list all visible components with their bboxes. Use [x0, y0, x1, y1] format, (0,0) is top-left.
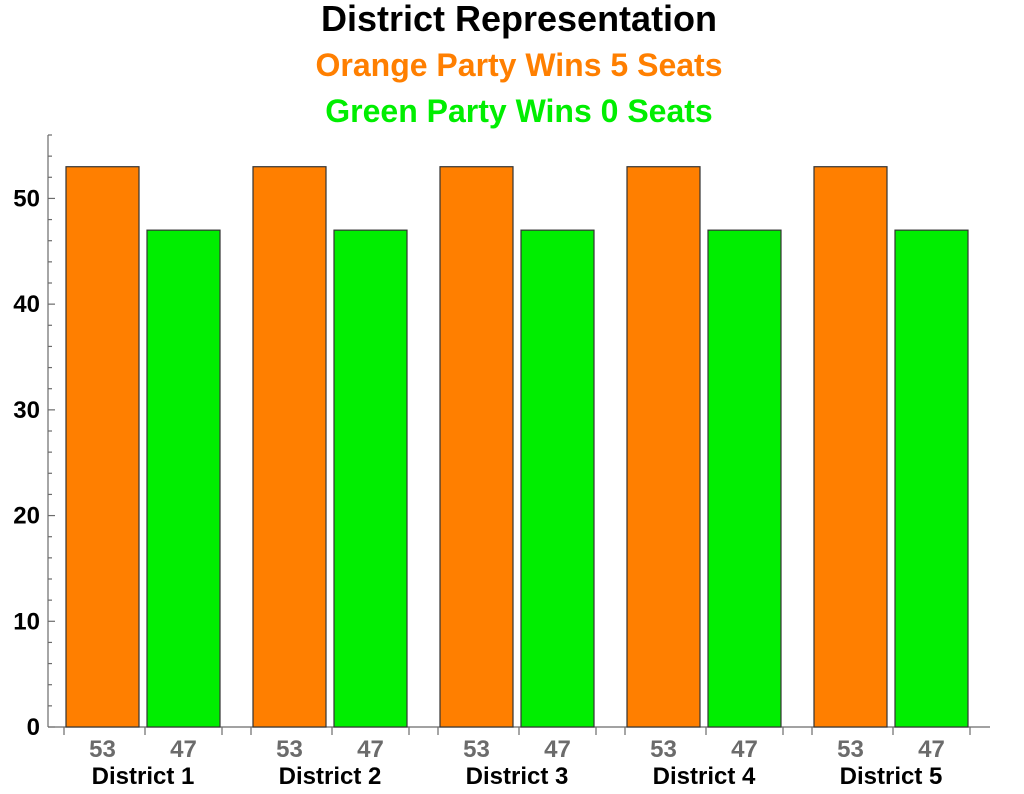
value-label: 53 — [837, 736, 864, 763]
bar — [894, 229, 969, 728]
bar — [520, 229, 595, 728]
y-tick-label: 20 — [13, 503, 40, 530]
y-tick-label: 0 — [27, 714, 40, 741]
category-label: District 5 — [840, 763, 943, 790]
bar — [65, 166, 140, 728]
value-label: 47 — [544, 736, 571, 763]
category-label: District 3 — [466, 763, 569, 790]
chart-title: District Representation — [321, 0, 717, 39]
y-tick-label: 10 — [13, 608, 40, 635]
value-label: 53 — [276, 736, 303, 763]
value-label: 53 — [89, 736, 116, 763]
value-label: 47 — [731, 736, 758, 763]
category-label: District 2 — [279, 763, 382, 790]
value-label: 53 — [463, 736, 490, 763]
bar — [707, 229, 782, 728]
category-label: District 4 — [653, 763, 756, 790]
bar — [333, 229, 408, 728]
y-tick-label: 50 — [13, 185, 40, 212]
y-tick-label: 40 — [13, 291, 40, 318]
value-label: 47 — [357, 736, 384, 763]
bar — [146, 229, 221, 728]
value-label: 47 — [918, 736, 945, 763]
bar — [439, 166, 514, 728]
bar — [252, 166, 327, 728]
bar — [626, 166, 701, 728]
chart-subtitle-orange: Orange Party Wins 5 Seats — [316, 47, 723, 83]
value-label: 47 — [170, 736, 197, 763]
y-tick-label: 30 — [13, 397, 40, 424]
category-label: District 1 — [92, 763, 195, 790]
chart-subtitle-green: Green Party Wins 0 Seats — [325, 93, 712, 129]
value-label: 53 — [650, 736, 677, 763]
bars — [65, 166, 969, 728]
bar — [813, 166, 888, 728]
